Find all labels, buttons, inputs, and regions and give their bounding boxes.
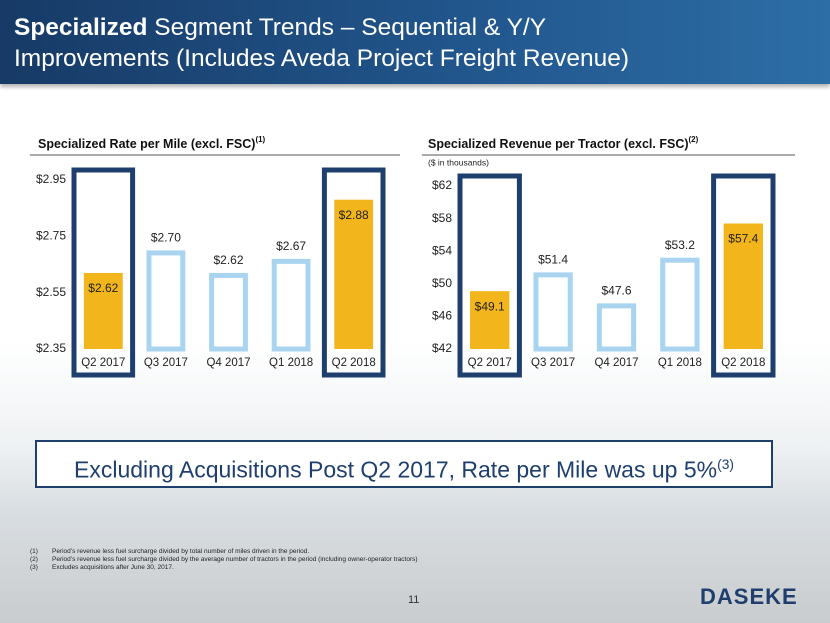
x-tick-label: Q2 2017 [468,357,512,369]
x-tick-label: Q3 2017 [531,357,575,369]
value-label: $2.67 [276,239,306,253]
x-tick-label: Q1 2018 [269,357,313,369]
bar [83,272,123,349]
slide-title: Specialized Segment Trends – Sequential … [14,12,654,74]
footnote-marker: (2) [30,556,38,563]
value-label: $2.62 [213,253,243,267]
y-tick-label: $2.35 [36,341,66,355]
footnote: (1) Period’s revenue less fuel surcharge … [30,548,418,556]
value-label: $53.2 [665,238,695,252]
highlight-box [711,173,776,378]
bar [146,250,186,352]
footnote-text: Period’s revenue less fuel surcharge div… [52,548,310,555]
y-tick-label: $42 [432,341,452,355]
chart-subtitle: ($ in thousands) [428,157,489,167]
x-tick-label: Q4 2017 [206,357,250,369]
page-number: 11 [408,594,420,606]
y-tick-label: $62 [432,178,452,192]
highlight-box [71,167,136,378]
y-tick-label: $54 [432,243,452,257]
chart-title-note: (1) [255,135,265,144]
x-tick-label: Q2 2018 [721,357,765,369]
value-label: $2.88 [339,208,369,222]
x-tick-label: Q4 2017 [594,357,638,369]
highlight-box [457,173,522,378]
bar [660,257,700,352]
footnote-marker: (1) [30,548,38,555]
bar [271,258,311,352]
chart-title-text: Specialized Revenue per Tractor (excl. F… [428,137,689,151]
footnote-text: Excludes acquisitions after June 30, 201… [52,564,174,571]
callout-note: (3) [717,457,734,472]
chart-title-note: (2) [689,135,699,144]
footnote: (3) Excludes acquisitions after June 30, … [30,564,418,572]
x-tick-label: Q1 2018 [658,357,702,369]
bar [596,303,637,352]
title-bold: Specialized [14,14,148,41]
x-tick-label: Q3 2017 [144,357,188,369]
x-tick-label: Q2 2017 [81,357,125,369]
value-label: $2.70 [151,231,181,245]
charts: Specialized Rate per Mile (excl. FSC)(1)… [30,135,795,378]
bar [470,291,510,349]
value-label: $47.6 [601,284,631,298]
y-tick-label: $50 [432,276,452,290]
x-tick-label: Q2 2018 [332,357,376,369]
value-label: $57.4 [728,232,758,246]
y-tick-label: $2.55 [36,285,66,299]
highlight-box [321,167,386,378]
title-text: Segment Trends – Sequential & Y/Y Improv… [14,14,630,72]
bar [209,272,248,352]
footnote-text: Period’s revenue less fuel surcharge div… [52,556,418,563]
footnote-marker: (3) [30,564,38,571]
title-bar: Specialized Segment Trends – Sequential … [0,0,830,84]
callout: Excluding Acquisitions Post Q2 2017, Rat… [35,440,773,488]
value-label: $51.4 [538,253,568,267]
footnotes: (1) Period’s revenue less fuel surcharge … [30,548,418,572]
y-tick-label: $58 [432,211,452,225]
chart-title-text: Specialized Rate per Mile (excl. FSC) [38,137,255,151]
y-tick-label: $46 [432,309,452,323]
callout-text: Excluding Acquisitions Post Q2 2017, Rat… [74,456,718,483]
bar [334,199,374,349]
bar [533,272,573,352]
chart-title: Specialized Revenue per Tractor (excl. F… [428,135,699,151]
bar [723,223,763,349]
logo: DASEKE [700,584,798,609]
value-label: $2.62 [88,281,118,295]
value-label: $49.1 [475,299,505,313]
chart-title: Specialized Rate per Mile (excl. FSC)(1) [38,135,266,151]
y-tick-label: $2.95 [36,172,66,186]
y-tick-label: $2.75 [36,229,66,243]
footnote: (2) Period’s revenue less fuel surcharge … [30,556,418,564]
